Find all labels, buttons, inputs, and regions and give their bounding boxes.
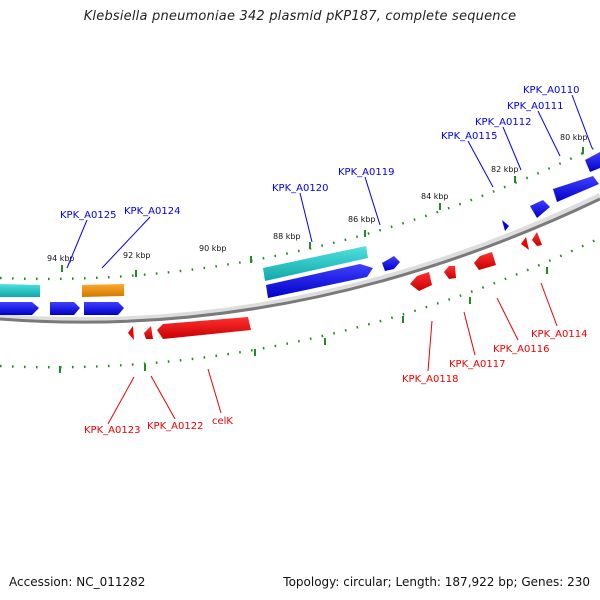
scale-label-84: 84 kbp [421, 192, 449, 201]
scale-label-92: 92 kbp [123, 251, 151, 260]
gene-forward-blue [502, 220, 509, 231]
gene-label-KPK_A0124: KPK_A0124 [124, 206, 180, 217]
reverse-leaders [107, 282, 558, 425]
gene-reverse-red [474, 252, 496, 270]
gene-reverse-red [157, 317, 251, 339]
gene-label-KPK_A0119: KPK_A0119 [338, 167, 394, 178]
scale-label-88: 88 kbp [273, 232, 301, 241]
backbone [0, 197, 600, 324]
gene-forward-blue [50, 302, 80, 315]
gene-label-KPK_A0114: KPK_A0114 [531, 329, 587, 340]
scale-label-80: 80 kbp [560, 133, 588, 142]
gene-label-KPK_A0115: KPK_A0115 [441, 131, 497, 142]
reverse-genes [128, 232, 542, 340]
gene-reverse-red [128, 326, 134, 340]
summary-label: Topology: circular; Length: 187,922 bp; … [283, 575, 590, 589]
gene-label-KPK_A0123: KPK_A0123 [84, 425, 140, 436]
gene-forward-blue [585, 152, 600, 172]
gene-forward-blue [0, 302, 39, 315]
forward-genes [0, 152, 600, 315]
gene-label-KPK_A0125: KPK_A0125 [60, 210, 116, 221]
gene-label-KPK_A0112: KPK_A0112 [475, 117, 531, 128]
scale-label-90: 90 kbp [199, 244, 227, 253]
gene-reverse-red [521, 237, 529, 250]
gene-reverse-red [410, 272, 432, 291]
gene-forward-blue [382, 256, 400, 271]
gene-label-celK: celK [212, 416, 233, 427]
gene-reverse-red [444, 266, 456, 279]
gene-forward-blue [553, 176, 599, 202]
gene-forward-blue [84, 302, 124, 315]
scale-label-86: 86 kbp [348, 215, 376, 224]
gene-other [82, 284, 124, 297]
accession-label: Accession: NC_011282 [9, 575, 146, 589]
outer-major-ticks [61, 147, 584, 277]
gene-reverse-red [532, 232, 542, 246]
inner-major-ticks [59, 267, 548, 373]
gene-label-KPK_A0118: KPK_A0118 [402, 374, 458, 385]
gene-label-KPK_A0120: KPK_A0120 [272, 183, 328, 194]
gene-label-KPK_A0110: KPK_A0110 [523, 85, 579, 96]
gene-rna [0, 284, 40, 297]
gene-rna [263, 246, 368, 281]
gene-label-KPK_A0111: KPK_A0111 [507, 101, 563, 112]
gene-forward-blue [266, 264, 373, 298]
map-title: Klebsiella pneumoniae 342 plasmid pKP187… [83, 9, 517, 24]
backbone-shadow [0, 193, 600, 324]
forward-leaders [66, 94, 593, 269]
scale-label-82: 82 kbp [491, 165, 519, 174]
inner-tick-ring [0, 236, 600, 369]
gene-label-KPK_A0116: KPK_A0116 [493, 344, 549, 355]
gene-label-KPK_A0122: KPK_A0122 [147, 421, 203, 432]
gene-reverse-red [144, 326, 153, 339]
gene-label-KPK_A0117: KPK_A0117 [449, 359, 505, 370]
gene-forward-blue [530, 200, 550, 218]
scale-label-94: 94 kbp [47, 254, 75, 263]
